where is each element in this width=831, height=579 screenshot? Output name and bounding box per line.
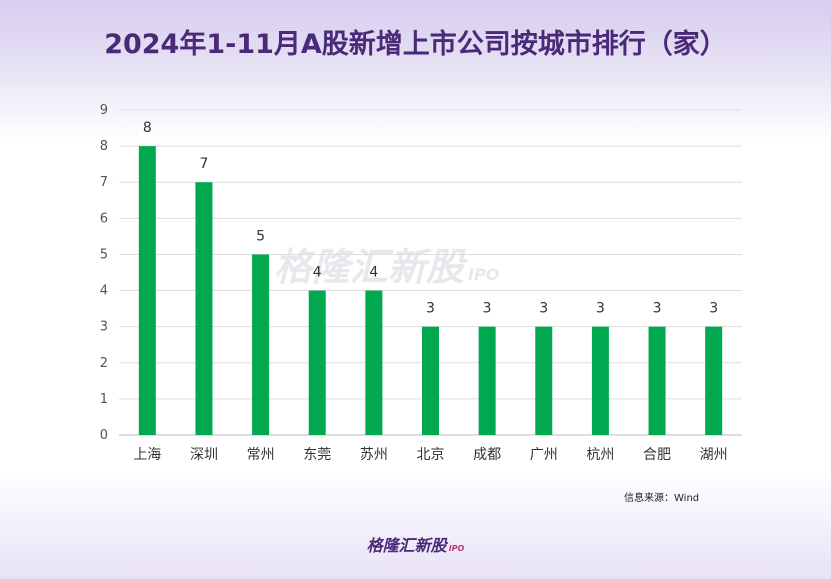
footer-background xyxy=(0,470,831,579)
y-tick-label: 7 xyxy=(100,175,108,190)
x-tick-label: 杭州 xyxy=(586,447,614,463)
bar xyxy=(252,254,270,435)
data-label: 3 xyxy=(596,301,605,317)
header-background xyxy=(0,0,831,140)
y-tick-label: 3 xyxy=(100,320,108,335)
bar xyxy=(308,290,326,435)
x-tick-label: 苏州 xyxy=(360,447,388,463)
bar xyxy=(478,326,496,435)
bar xyxy=(535,326,553,435)
bar xyxy=(648,326,666,435)
bar xyxy=(591,326,609,435)
x-tick-label: 成都 xyxy=(473,447,501,463)
y-axis-ticks: 0 1 2 3 4 5 6 7 8 9 xyxy=(100,103,108,443)
x-tick-label: 东莞 xyxy=(303,447,331,463)
y-tick-label: 8 xyxy=(100,139,108,154)
bar xyxy=(705,326,723,435)
x-tick-label: 广州 xyxy=(530,447,558,463)
y-tick-label: 0 xyxy=(100,428,108,443)
data-label: 3 xyxy=(709,301,718,317)
y-tick-label: 2 xyxy=(100,356,108,371)
y-tick-label: 5 xyxy=(100,247,108,262)
bar xyxy=(138,146,156,435)
gridlines xyxy=(119,109,742,436)
y-tick-label: 1 xyxy=(100,392,108,407)
watermark-text: 格隆汇新股 xyxy=(274,245,465,289)
page-title: 2024年1-11月A股新增上市公司按城市排行（家） xyxy=(104,29,727,60)
bar xyxy=(195,182,213,435)
data-label: 3 xyxy=(426,301,435,317)
data-label: 5 xyxy=(256,228,265,244)
brand-logo: 格隆汇新股 IPO xyxy=(0,532,831,556)
data-labels: 8 7 5 4 4 3 3 3 3 3 3 xyxy=(143,120,718,317)
x-tick-label: 北京 xyxy=(417,447,445,463)
x-tick-label: 常州 xyxy=(247,447,275,463)
watermark-suffix: IPO xyxy=(468,265,500,284)
data-label: 7 xyxy=(199,156,208,172)
watermark: 格隆汇新股 IPO xyxy=(274,236,499,291)
x-axis-ticks: 上海 深圳 常州 东莞 苏州 北京 成都 广州 杭州 合肥 湖州 xyxy=(133,447,727,463)
bars xyxy=(138,146,723,435)
data-label: 3 xyxy=(539,301,548,317)
x-tick-label: 上海 xyxy=(133,447,161,463)
data-label: 4 xyxy=(313,265,322,281)
x-tick-label: 合肥 xyxy=(643,447,671,463)
data-label: 4 xyxy=(369,265,378,281)
brand-text: 格隆汇新股 xyxy=(366,536,447,555)
y-tick-label: 9 xyxy=(100,103,108,118)
bar xyxy=(422,326,439,435)
data-label: 3 xyxy=(483,301,492,317)
y-tick-label: 4 xyxy=(100,284,108,299)
data-label: 3 xyxy=(653,301,662,317)
x-tick-label: 深圳 xyxy=(190,447,218,463)
bar xyxy=(365,290,383,435)
data-label: 8 xyxy=(143,120,152,136)
x-tick-label: 湖州 xyxy=(700,447,728,463)
y-tick-label: 6 xyxy=(100,211,108,226)
source-note: 信息来源：Wind xyxy=(624,493,700,504)
brand-suffix: IPO xyxy=(448,544,465,553)
